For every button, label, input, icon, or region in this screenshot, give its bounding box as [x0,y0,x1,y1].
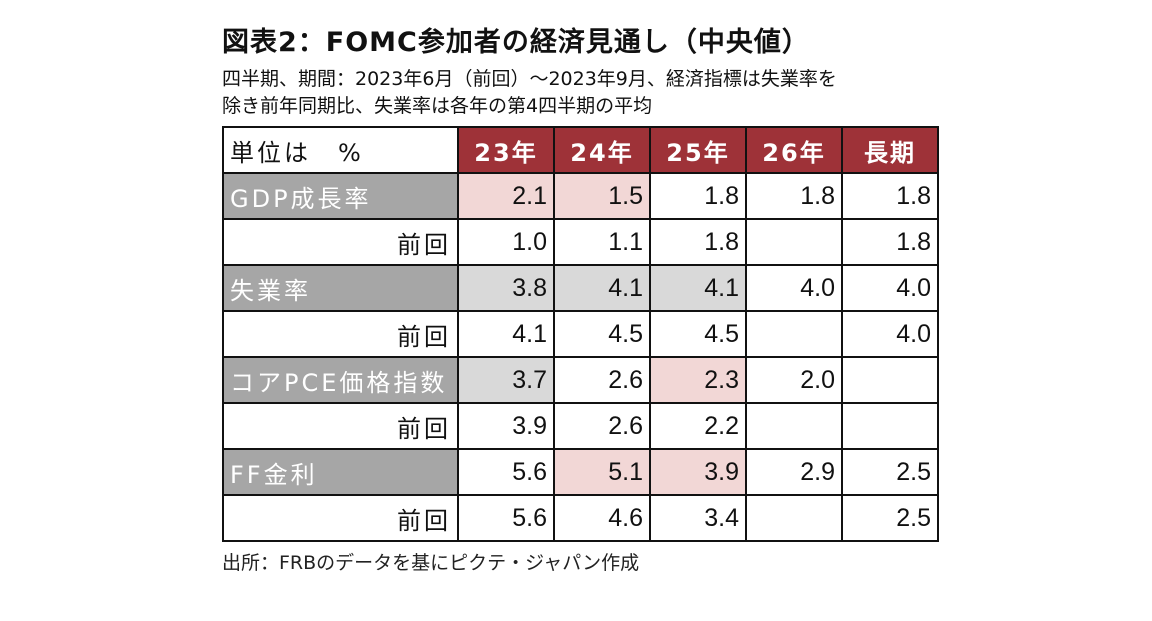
forecast-table: 単位は % 23年 24年 25年 26年 長期 GDP成長率 2.1 1.5 1.8… [222,126,939,542]
previous-label: 前回 [222,494,459,542]
previous-label: 前回 [222,310,459,358]
value-cell: 1.8 [745,172,843,220]
indicator-label: コアPCE価格指数 [222,356,459,404]
column-header: 23年 [457,126,555,174]
previous-label: 前回 [222,218,459,266]
value-cell: 1.1 [553,218,651,266]
table-row: FF金利 5.6 5.1 3.9 2.9 2.5 [222,448,939,496]
value-cell: 1.8 [649,172,747,220]
table-row: 前回 1.0 1.1 1.8 1.8 [222,218,939,266]
previous-label: 前回 [222,402,459,450]
value-cell: 5.6 [457,448,555,496]
indicator-label: GDP成長率 [222,172,459,220]
subtitle-line-2: 除き前年同期比、失業率は各年の第4四半期の平均 [222,95,653,117]
value-cell: 4.1 [649,264,747,312]
value-cell: 4.0 [745,264,843,312]
value-cell: 2.5 [841,494,939,542]
value-cell: 3.9 [649,448,747,496]
value-cell: 1.8 [841,218,939,266]
indicator-label: FF金利 [222,448,459,496]
table-body: GDP成長率 2.1 1.5 1.8 1.8 1.8 前回 1.0 1.1 1.8 1.8 失業率 3.… [222,172,939,542]
value-cell: 2.6 [553,356,651,404]
source-note: 出所：FRBのデータを基にピクテ・ジャパン作成 [222,552,640,574]
unit-label: 単位は % [222,126,459,174]
table-row: 前回 3.9 2.6 2.2 [222,402,939,450]
value-cell [745,310,843,358]
value-cell: 2.9 [745,448,843,496]
subtitle-line-1: 四半期、期間：2023年6月（前回）～2023年9月、経済指標は失業率を [222,68,837,90]
table-row: GDP成長率 2.1 1.5 1.8 1.8 1.8 [222,172,939,220]
value-cell [745,494,843,542]
figure: 図表2：FOMC参加者の経済見通し（中央値） 四半期、期間：2023年6月（前回… [222,24,952,575]
value-cell [841,356,939,404]
value-cell: 1.8 [649,218,747,266]
column-header: 26年 [745,126,843,174]
column-header: 24年 [553,126,651,174]
value-cell: 5.6 [457,494,555,542]
value-cell [745,218,843,266]
value-cell: 4.5 [649,310,747,358]
value-cell: 2.3 [649,356,747,404]
header-row: 単位は % 23年 24年 25年 26年 長期 [222,126,939,174]
figure-title: 図表2：FOMC参加者の経済見通し（中央値） [222,27,810,58]
value-cell [841,402,939,450]
figure-subtitle: 四半期、期間：2023年6月（前回）～2023年9月、経済指標は失業率を 除き前… [222,66,952,120]
value-cell: 4.0 [841,310,939,358]
value-cell: 2.2 [649,402,747,450]
table-row: 前回 4.1 4.5 4.5 4.0 [222,310,939,358]
indicator-label: 失業率 [222,264,459,312]
value-cell: 2.6 [553,402,651,450]
value-cell: 2.5 [841,448,939,496]
table-row: 前回 5.6 4.6 3.4 2.5 [222,494,939,542]
value-cell: 1.8 [841,172,939,220]
table-row: 失業率 3.8 4.1 4.1 4.0 4.0 [222,264,939,312]
value-cell: 1.0 [457,218,555,266]
value-cell: 4.5 [553,310,651,358]
value-cell: 2.0 [745,356,843,404]
value-cell: 1.5 [553,172,651,220]
value-cell: 4.6 [553,494,651,542]
value-cell: 4.1 [553,264,651,312]
value-cell: 3.4 [649,494,747,542]
value-cell: 4.1 [457,310,555,358]
table-row: コアPCE価格指数 3.7 2.6 2.3 2.0 [222,356,939,404]
value-cell: 3.7 [457,356,555,404]
value-cell: 3.8 [457,264,555,312]
value-cell: 3.9 [457,402,555,450]
value-cell: 5.1 [553,448,651,496]
column-header: 長期 [841,126,939,174]
value-cell [745,402,843,450]
value-cell: 4.0 [841,264,939,312]
column-header: 25年 [649,126,747,174]
value-cell: 2.1 [457,172,555,220]
